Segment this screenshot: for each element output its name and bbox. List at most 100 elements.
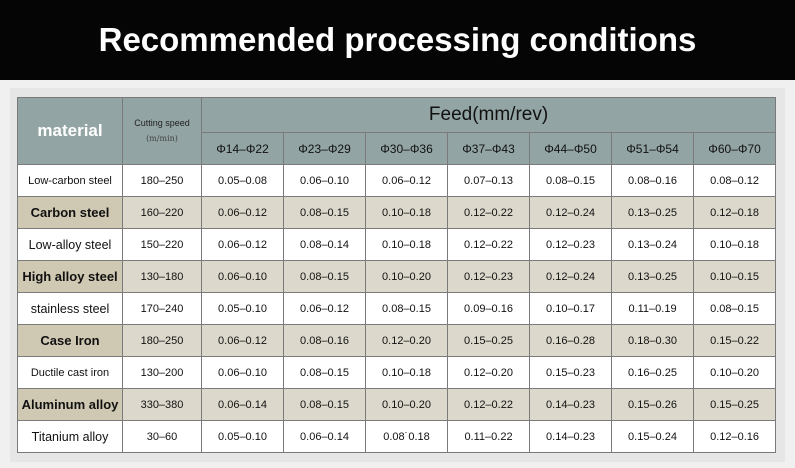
material-header: material	[17, 97, 123, 165]
feed-cell: 0.06–0.14	[283, 420, 366, 453]
feed-cell: 0.09–0.16	[447, 292, 530, 325]
speed-cell: 130–200	[122, 356, 202, 389]
feed-cell: 0.12–0.24	[529, 260, 612, 293]
feed-cell: 0.06–0.10	[283, 164, 366, 197]
feed-cell: 0.08–0.15	[283, 196, 366, 229]
feed-cell: 0.10–0.20	[365, 260, 448, 293]
feed-cell: 0.08–0.15	[365, 292, 448, 325]
feed-column-header: Φ51–Φ54	[611, 132, 694, 165]
table-row: High alloy steel 130–180 0.06–0.10 0.08–0.1…	[17, 260, 777, 293]
feed-cell: 0.13–0.25	[611, 196, 694, 229]
feed-cell: 0.06–0.12	[201, 196, 284, 229]
feed-cell: 0.05–0.10	[201, 420, 284, 453]
speed-cell: 180–250	[122, 164, 202, 197]
feed-cell: 0.15–0.25	[692, 388, 777, 421]
material-cell: Case Iron	[17, 324, 123, 357]
feed-cell: 0.15–0.22	[692, 324, 777, 357]
table-row: Titanium alloy 30–60 0.05–0.10 0.06–0.14 0.0…	[17, 420, 777, 453]
feed-cell: 0.10–0.15	[692, 260, 777, 293]
speed-cell: 150–220	[122, 228, 202, 261]
feed-cell: 0.10–0.20	[365, 388, 448, 421]
feed-cell: 0.15–0.25	[447, 324, 530, 357]
feed-cell: 0.08–0.15	[529, 164, 612, 197]
table-row: Low-alloy steel 150–220 0.06–0.12 0.08–0.14…	[17, 228, 777, 261]
speed-cell: 330–380	[122, 388, 202, 421]
material-cell: Ductile cast iron	[17, 356, 123, 389]
feed-cell: 0.08–0.15	[283, 356, 366, 389]
feed-column-header: Φ14–Φ22	[201, 132, 284, 165]
feed-cell: 0.05–0.08	[201, 164, 284, 197]
speed-header-line: Cutting speed	[134, 118, 190, 128]
feed-cell: 0.06–0.12	[201, 228, 284, 261]
feed-cell: 0.12–0.16	[692, 420, 777, 453]
table: material Cutting speed (m/min) Feed(mm/re…	[17, 97, 777, 453]
feed-cell: 0.08–0.15	[692, 292, 777, 325]
feed-column-header: Φ23–Φ29	[283, 132, 366, 165]
material-cell: Carbon steel	[17, 196, 123, 229]
feed-cell: 0.10–0.18	[365, 196, 448, 229]
feed-cell: 0.13–0.25	[611, 260, 694, 293]
table-row: Low-carbon steel 180–250 0.05–0.08 0.06–0.1…	[17, 164, 777, 197]
speed-cell: 170–240	[122, 292, 202, 325]
feed-cell: 0.08–0.15	[283, 388, 366, 421]
table-row: Case Iron 180–250 0.06–0.12 0.08–0.16 0.12–0…	[17, 324, 777, 357]
speed-cell: 160–220	[122, 196, 202, 229]
feed-cell: 0.13–0.24	[611, 228, 694, 261]
speed-header-unit: (m/min)	[146, 134, 178, 143]
feed-cell: 0.12–0.22	[447, 196, 530, 229]
feed-cell: 0.11–0.22	[447, 420, 530, 453]
title-bar: Recommended processing conditions	[0, 0, 795, 80]
speed-cell: 30–60	[122, 420, 202, 453]
feed-cell: 0.14–0.23	[529, 388, 612, 421]
feed-column-header: Φ37–Φ43	[447, 132, 530, 165]
material-cell: Aluminum alloy	[17, 388, 123, 421]
feed-cell: 0.08–0.15	[283, 260, 366, 293]
feed-cell: 0.12–0.23	[447, 260, 530, 293]
feed-cell: 0.08–0.16	[611, 164, 694, 197]
feed-cell: 0.12–0.20	[365, 324, 448, 357]
feed-cell: 0.06–0.10	[201, 260, 284, 293]
feed-column-header: Φ60–Φ70	[692, 132, 777, 165]
feed-cell: 0.06–0.12	[201, 324, 284, 357]
feed-cell: 0.12–0.22	[447, 388, 530, 421]
material-cell: Titanium alloy	[17, 420, 123, 453]
feed-cell: 0.18–0.30	[611, 324, 694, 357]
title: Recommended processing conditions	[98, 21, 697, 58]
feed-cell: 0.12–0.20	[447, 356, 530, 389]
material-cell: stainless steel	[17, 292, 123, 325]
feed-cell: 0.12–0.22	[447, 228, 530, 261]
feed-cell: 0.07–0.13	[447, 164, 530, 197]
feed-cell: 0.08–0.12	[692, 164, 777, 197]
feed-cell: 0.16–0.25	[611, 356, 694, 389]
table-row: Aluminum alloy 330–380 0.06–0.14 0.08–0.15 0…	[17, 388, 777, 421]
feed-cell: 0.06–0.10	[201, 356, 284, 389]
feed-cell: 0.08–0.14	[283, 228, 366, 261]
feed-cell: 0.14–0.23	[529, 420, 612, 453]
table-row: Ductile cast iron 130–200 0.06–0.10 0.08–0.…	[17, 356, 777, 389]
feed-cell: 0.15–0.26	[611, 388, 694, 421]
feed-cell: 0.15–0.23	[529, 356, 612, 389]
speed-header: Cutting speed (m/min)	[122, 97, 202, 165]
feed-cell: 0.05–0.10	[201, 292, 284, 325]
table-row: Carbon steel 160–220 0.06–0.12 0.08–0.15 0.1…	[17, 196, 777, 229]
feed-cell: 0.06–0.12	[365, 164, 448, 197]
feed-cell: 0.15–0.24	[611, 420, 694, 453]
feed-column-header: Φ30–Φ36	[365, 132, 448, 165]
feed-column-header: Φ44–Φ50	[529, 132, 612, 165]
feed-cell: 0.10–0.17	[529, 292, 612, 325]
table-row: stainless steel 170–240 0.05–0.10 0.06–0.12…	[17, 292, 777, 325]
feed-header: Feed(mm/rev)	[200, 97, 777, 133]
speed-cell: 130–180	[122, 260, 202, 293]
feed-cell: 0.12–0.24	[529, 196, 612, 229]
feed-cell: 0.10–0.20	[692, 356, 777, 389]
feed-cell: 0.10–0.18	[365, 228, 448, 261]
speed-cell: 180–250	[122, 324, 202, 357]
feed-cell: 0.10–0.18	[365, 356, 448, 389]
feed-cell: 0.12–0.23	[529, 228, 612, 261]
feed-cell: 0.08–0.16	[283, 324, 366, 357]
feed-cell: 0.06–0.14	[201, 388, 284, 421]
feed-cell: 0.12–0.18	[692, 196, 777, 229]
feed-cell: 0.10–0.18	[692, 228, 777, 261]
material-cell: High alloy steel	[17, 260, 123, 293]
